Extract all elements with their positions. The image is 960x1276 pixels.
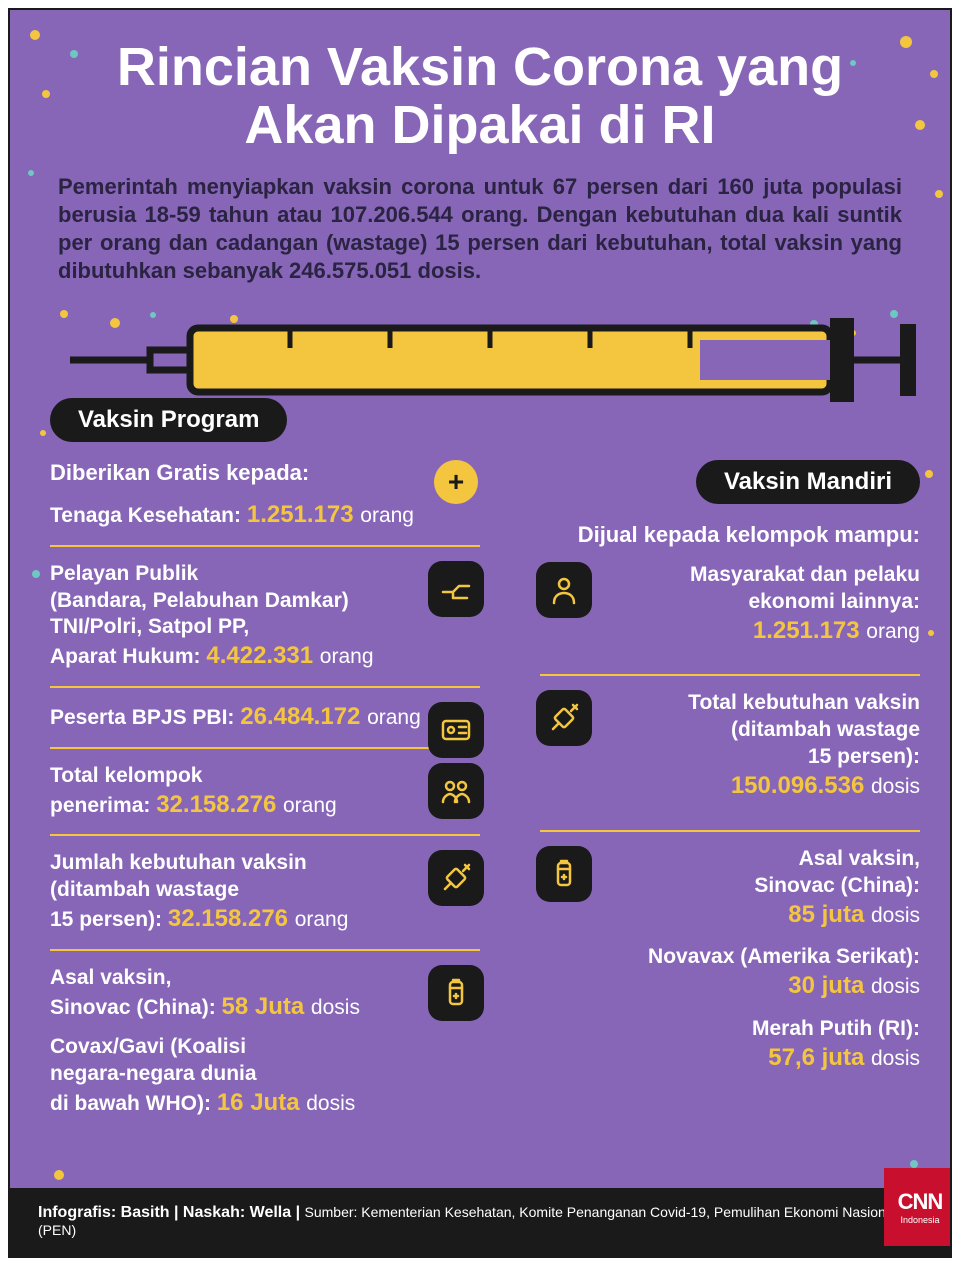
left-item-text: Covax/Gavi (Koalisi negara-negara dunia … bbox=[50, 1034, 480, 1118]
hand-icon bbox=[439, 572, 473, 606]
left-item: Peserta BPJS PBI: 26.484.172 orang bbox=[50, 702, 480, 733]
divider bbox=[50, 545, 480, 547]
left-item: Total kelompok penerima: 32.158.276 oran… bbox=[50, 763, 480, 821]
person-icon bbox=[547, 573, 581, 607]
credits-text: Infografis: Basith | Naskah: Wella | bbox=[38, 1204, 305, 1221]
left-column: Vaksin Program Diberikan Gratis kepada: T… bbox=[50, 398, 480, 1131]
left-body: Diberikan Gratis kepada: Tenaga Kesehatan… bbox=[50, 460, 480, 1119]
right-item-text: Merah Putih (RI):57,6 juta dosis bbox=[540, 1016, 920, 1074]
left-item-text: Jumlah kebutuhan vaksin (ditambah wastag… bbox=[50, 850, 480, 934]
right-item-text: Masyarakat dan pelakuekonomi lainnya:1.2… bbox=[540, 562, 920, 646]
left-item-text: Asal vaksin, Sinovac (China): 58 Juta do… bbox=[50, 965, 480, 1023]
infographic-frame: Rincian Vaksin Corona yang Akan Dipakai … bbox=[8, 8, 952, 1258]
left-subhead: Diberikan Gratis kepada: bbox=[50, 460, 480, 486]
left-item-text: Total kelompok penerima: 32.158.276 oran… bbox=[50, 763, 480, 821]
cnn-sub-text: Indonesia bbox=[900, 1215, 939, 1225]
plus-icon: + bbox=[434, 460, 478, 504]
right-group: Asal vaksin,Sinovac (China):85 juta dosi… bbox=[540, 846, 920, 1074]
divider bbox=[540, 830, 920, 832]
right-group: Masyarakat dan pelakuekonomi lainnya:1.2… bbox=[540, 562, 920, 646]
divider bbox=[50, 747, 480, 749]
syringe-icon bbox=[439, 861, 473, 895]
left-item: Pelayan Publik (Bandara, Pelabuhan Damka… bbox=[50, 561, 480, 672]
syringe-icon bbox=[547, 701, 581, 735]
left-heading-pill: Vaksin Program bbox=[50, 398, 287, 442]
id-card-icon bbox=[439, 713, 473, 747]
right-subhead: Dijual kepada kelompok mampu: bbox=[540, 522, 920, 548]
right-item-text: Total kebutuhan vaksin(ditambah wastage1… bbox=[540, 690, 920, 801]
cnn-logo-badge: CNN Indonesia bbox=[884, 1168, 952, 1246]
vial-icon-badge bbox=[536, 846, 592, 902]
person-icon-badge bbox=[536, 562, 592, 618]
syringe-icon-badge bbox=[536, 690, 592, 746]
syringe-icon-badge bbox=[428, 850, 484, 906]
syringe-illustration bbox=[60, 310, 920, 410]
left-item: Jumlah kebutuhan vaksin (ditambah wastag… bbox=[50, 850, 480, 934]
footer-credits: Infografis: Basith | Naskah: Wella | Sum… bbox=[38, 1204, 922, 1240]
footer-bar: Infografis: Basith | Naskah: Wella | Sum… bbox=[10, 1188, 950, 1256]
divider bbox=[50, 949, 480, 951]
left-item-text: Peserta BPJS PBI: 26.484.172 orang bbox=[50, 702, 480, 733]
people-icon bbox=[439, 774, 473, 808]
people-icon-badge bbox=[428, 763, 484, 819]
main-title: Rincian Vaksin Corona yang Akan Dipakai … bbox=[10, 10, 950, 165]
right-heading-pill: Vaksin Mandiri bbox=[696, 460, 920, 504]
right-item-text: Novavax (Amerika Serikat):30 juta dosis bbox=[540, 944, 920, 1002]
cnn-logo-text: CNN bbox=[898, 1189, 943, 1215]
left-item-text: Pelayan Publik (Bandara, Pelabuhan Damka… bbox=[50, 561, 480, 672]
vial-icon bbox=[439, 976, 473, 1010]
vial-icon bbox=[547, 857, 581, 891]
divider bbox=[50, 686, 480, 688]
content-columns: Vaksin Program Diberikan Gratis kepada: T… bbox=[10, 398, 950, 1131]
left-item: Covax/Gavi (Koalisi negara-negara dunia … bbox=[50, 1034, 480, 1118]
right-column: Vaksin Mandiri Dijual kepada kelompok ma… bbox=[540, 398, 920, 1131]
divider bbox=[540, 674, 920, 676]
hand-icon-badge bbox=[428, 561, 484, 617]
left-item-text: Tenaga Kesehatan: 1.251.173 orang bbox=[50, 500, 480, 531]
right-body: Masyarakat dan pelakuekonomi lainnya:1.2… bbox=[540, 562, 920, 1073]
divider bbox=[50, 834, 480, 836]
left-item: Asal vaksin, Sinovac (China): 58 Juta do… bbox=[50, 965, 480, 1023]
plus-icon-badge: + bbox=[428, 454, 484, 510]
intro-paragraph: Pemerintah menyiapkan vaksin corona untu… bbox=[10, 165, 950, 298]
id-card-icon-badge bbox=[428, 702, 484, 758]
right-group: Total kebutuhan vaksin(ditambah wastage1… bbox=[540, 690, 920, 801]
left-item: Tenaga Kesehatan: 1.251.173 orang+ bbox=[50, 500, 480, 531]
right-item-text: Asal vaksin,Sinovac (China):85 juta dosi… bbox=[540, 846, 920, 930]
vial-icon-badge bbox=[428, 965, 484, 1021]
